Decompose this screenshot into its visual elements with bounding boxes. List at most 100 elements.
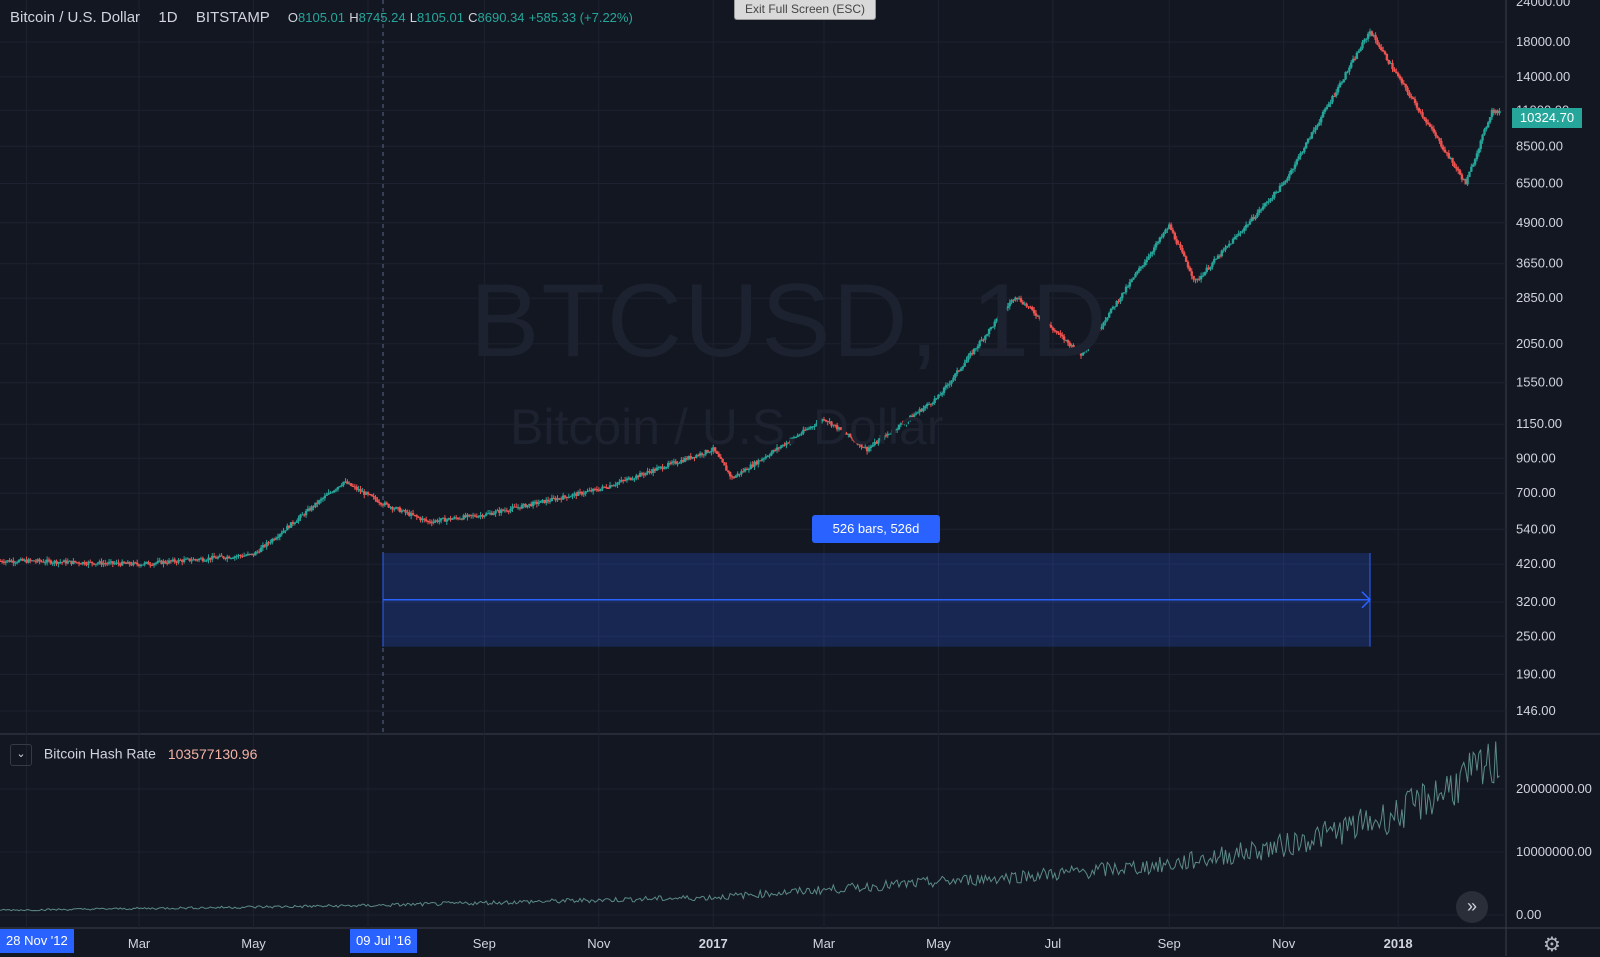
candle-body [342, 481, 345, 485]
candle-body [201, 558, 205, 561]
candle-body [839, 427, 843, 430]
candle-body [12, 560, 15, 563]
candle-body [119, 563, 122, 566]
candle-body [355, 486, 358, 490]
candle-body [805, 428, 809, 431]
candle-body [886, 434, 889, 436]
candle-body [1408, 92, 1411, 97]
candle-body [400, 510, 403, 513]
candle-body [723, 462, 726, 466]
candle-body [875, 441, 878, 444]
candle-body [871, 445, 874, 447]
candle-body [1032, 309, 1036, 314]
symbol-name[interactable]: Bitcoin / U.S. Dollar [10, 9, 141, 26]
candle-body [556, 498, 559, 501]
candle-body [92, 563, 96, 565]
candle-body [1211, 262, 1214, 267]
candle-body [1192, 275, 1195, 280]
gear-icon[interactable]: ⚙ [1543, 934, 1561, 956]
candle-body [218, 555, 221, 558]
candle-body [787, 442, 790, 444]
candle-body [1196, 278, 1199, 281]
candle-body [1124, 286, 1128, 293]
candle-body [708, 452, 711, 454]
candle-body [590, 490, 593, 492]
candle-body [346, 481, 349, 484]
candle-body [1250, 217, 1253, 222]
exit-fullscreen-button[interactable]: Exit Full Screen (ESC) [734, 0, 876, 20]
candle-body [196, 559, 199, 561]
candle-body [933, 398, 936, 403]
candle-body [991, 326, 995, 328]
candle-body [636, 475, 640, 478]
candle-body [323, 495, 327, 499]
candle-body [813, 426, 816, 428]
candle-body [1299, 152, 1302, 157]
candle-body [852, 438, 856, 441]
double-chevron-right-icon[interactable]: » [1456, 891, 1488, 923]
chevron-down-icon[interactable]: ⌄ [10, 744, 32, 766]
candle-body [1305, 142, 1308, 148]
candle-body [246, 553, 250, 556]
candle-body [1244, 224, 1248, 228]
candle-body [1441, 146, 1445, 150]
candle-body [550, 497, 554, 502]
candle-body [439, 518, 443, 521]
candle-body [98, 561, 101, 564]
candle-body [263, 545, 266, 547]
candle-body [66, 561, 69, 564]
indicator-name[interactable]: Bitcoin Hash Rate [43, 745, 156, 762]
last-price-tag: 10324.70 [1512, 108, 1582, 128]
candle-body [691, 456, 694, 459]
date-range-measure-label: 526 bars, 526d [812, 515, 940, 543]
candle-body [1254, 216, 1257, 220]
candle-body [1288, 174, 1291, 179]
candle-body [190, 560, 193, 562]
price-axis-label: 250.00 [1516, 628, 1556, 643]
candle-body [468, 514, 471, 516]
candle-body [1370, 31, 1374, 36]
candle-body [1098, 328, 1101, 330]
candle-body [912, 414, 916, 418]
candle-body [229, 557, 233, 559]
candle-body [794, 436, 798, 438]
candle-body [882, 435, 886, 440]
candle-body [892, 429, 895, 433]
low-label: L [409, 10, 417, 25]
candle-body [530, 503, 533, 507]
candle-body [237, 555, 240, 557]
candle-body [197, 558, 201, 561]
candle-body [693, 456, 696, 458]
candle-body [304, 511, 308, 516]
candle-body [302, 514, 306, 516]
candle-body [1487, 122, 1490, 128]
candle-body [171, 559, 175, 562]
candle-body [1081, 351, 1085, 356]
candle-body [169, 560, 173, 562]
candle-body [44, 562, 47, 564]
candle-body [321, 498, 325, 500]
interval[interactable]: 1D [158, 9, 178, 26]
candle-body [978, 341, 981, 347]
candle-body [105, 563, 109, 565]
candle-body [940, 392, 944, 395]
candle-body [1271, 197, 1274, 200]
candle-body [1089, 341, 1092, 346]
candle-body [102, 563, 105, 565]
candle-body [1425, 119, 1428, 123]
candle-body [6, 560, 9, 562]
candle-body [1218, 255, 1222, 257]
candle-body [430, 522, 433, 524]
candle-body [869, 446, 873, 449]
candle-body [404, 510, 407, 513]
candle-body [717, 453, 721, 457]
candle-body [68, 560, 71, 562]
candle-body [379, 502, 383, 505]
candle-body [1323, 109, 1327, 112]
candle-body [728, 472, 732, 477]
candle-body [334, 489, 338, 491]
candle-body [670, 461, 674, 464]
candle-body [1415, 103, 1419, 108]
